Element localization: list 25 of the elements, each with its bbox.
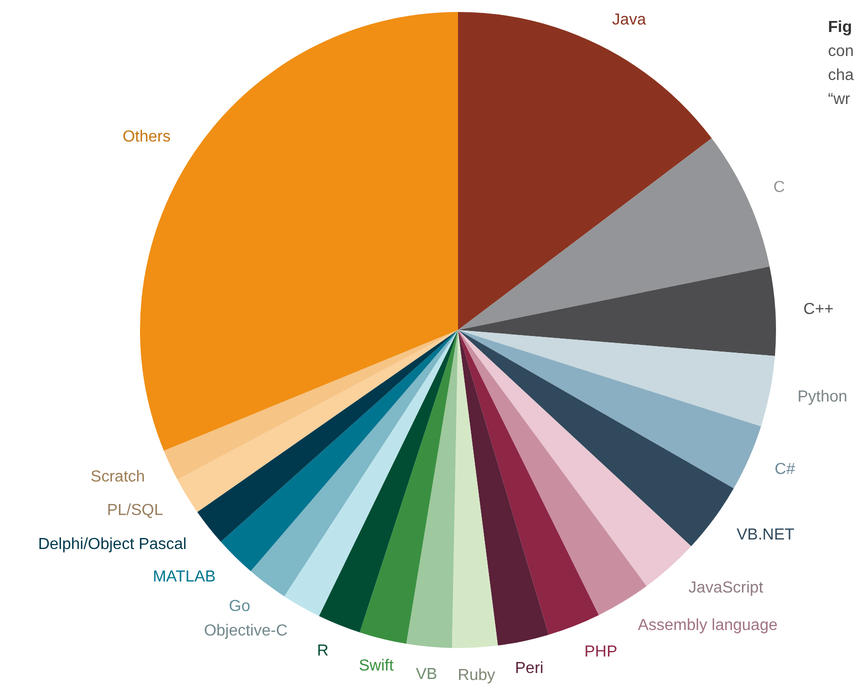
slice-label: C++ <box>803 300 834 318</box>
slice-label: Python <box>797 388 848 406</box>
slice-label: Objective-C <box>204 622 288 640</box>
text: “wr <box>828 90 852 110</box>
text: con <box>828 42 854 62</box>
slice-label: JavaScript <box>688 580 764 596</box>
slice-label: Go <box>228 598 250 616</box>
slice-label: Delphi/Object Pascal <box>38 536 187 554</box>
slice-label: Scratch <box>90 468 145 486</box>
slice-label: C <box>773 179 785 196</box>
slice-label: Assembly language <box>638 616 778 634</box>
text: Fig <box>828 18 853 38</box>
slice-label: Swift <box>358 658 394 675</box>
slice-label: R <box>317 642 329 660</box>
slice-label: VB.NET <box>736 526 795 544</box>
slice-label: Peri <box>515 660 544 677</box>
slice-label: MATLAB <box>152 568 216 586</box>
slice-label: C# <box>774 460 796 478</box>
slice-label: PL/SQL <box>106 502 164 520</box>
slice-label: Java <box>612 12 646 29</box>
slice-label: Ruby <box>458 666 496 684</box>
slice-label: VB <box>416 666 438 683</box>
slice-label: Others <box>122 128 171 146</box>
text: cha <box>828 66 854 86</box>
slice-label: PHP <box>584 644 618 661</box>
